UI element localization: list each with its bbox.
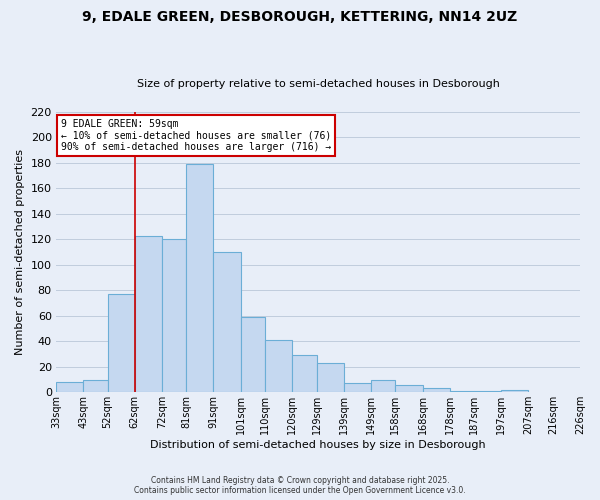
Bar [162,240,187,392]
Bar [83,380,107,392]
Text: 9, EDALE GREEN, DESBOROUGH, KETTERING, NN14 2UZ: 9, EDALE GREEN, DESBOROUGH, KETTERING, N… [82,10,518,24]
Bar [449,391,474,392]
X-axis label: Distribution of semi-detached houses by size in Desborough: Distribution of semi-detached houses by … [150,440,486,450]
Bar [317,363,344,392]
Bar [187,164,214,392]
Bar [474,391,501,392]
Bar [395,384,422,392]
Bar [214,252,241,392]
Bar [422,388,449,392]
Bar [241,317,265,392]
Bar [56,382,83,392]
Bar [292,356,317,393]
Y-axis label: Number of semi-detached properties: Number of semi-detached properties [15,149,25,355]
Text: 9 EDALE GREEN: 59sqm
← 10% of semi-detached houses are smaller (76)
90% of semi-: 9 EDALE GREEN: 59sqm ← 10% of semi-detac… [61,119,331,152]
Bar [107,294,135,392]
Bar [371,380,395,392]
Bar [265,340,292,392]
Bar [501,390,529,392]
Text: Contains HM Land Registry data © Crown copyright and database right 2025.
Contai: Contains HM Land Registry data © Crown c… [134,476,466,495]
Title: Size of property relative to semi-detached houses in Desborough: Size of property relative to semi-detach… [137,79,499,89]
Bar [135,236,162,392]
Bar [344,384,371,392]
